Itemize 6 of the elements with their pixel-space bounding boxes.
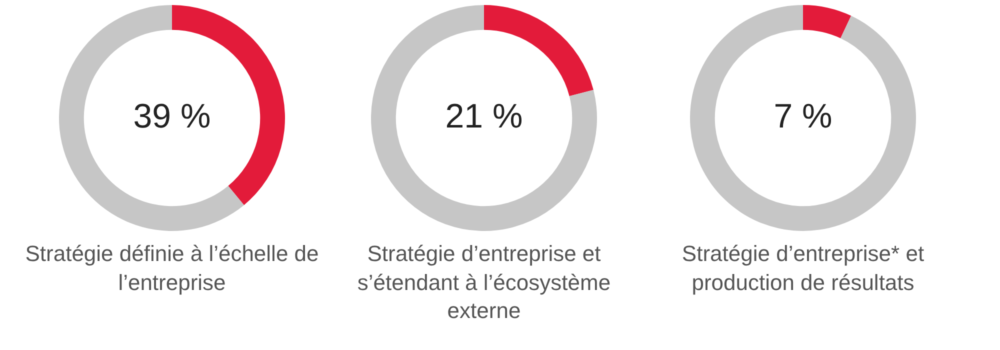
data-label: 7 % [774, 97, 832, 136]
text: Stratégie d’entreprise* et production de résultats [680, 240, 926, 297]
data-label: 39 % [133, 97, 211, 136]
data-label: 21 % [445, 97, 523, 136]
text: Stratégie d’entreprise et s’étendant à l’écosystème externe [356, 240, 612, 326]
text: Stratégie définie à l’échelle de l’entreprise [24, 240, 320, 297]
